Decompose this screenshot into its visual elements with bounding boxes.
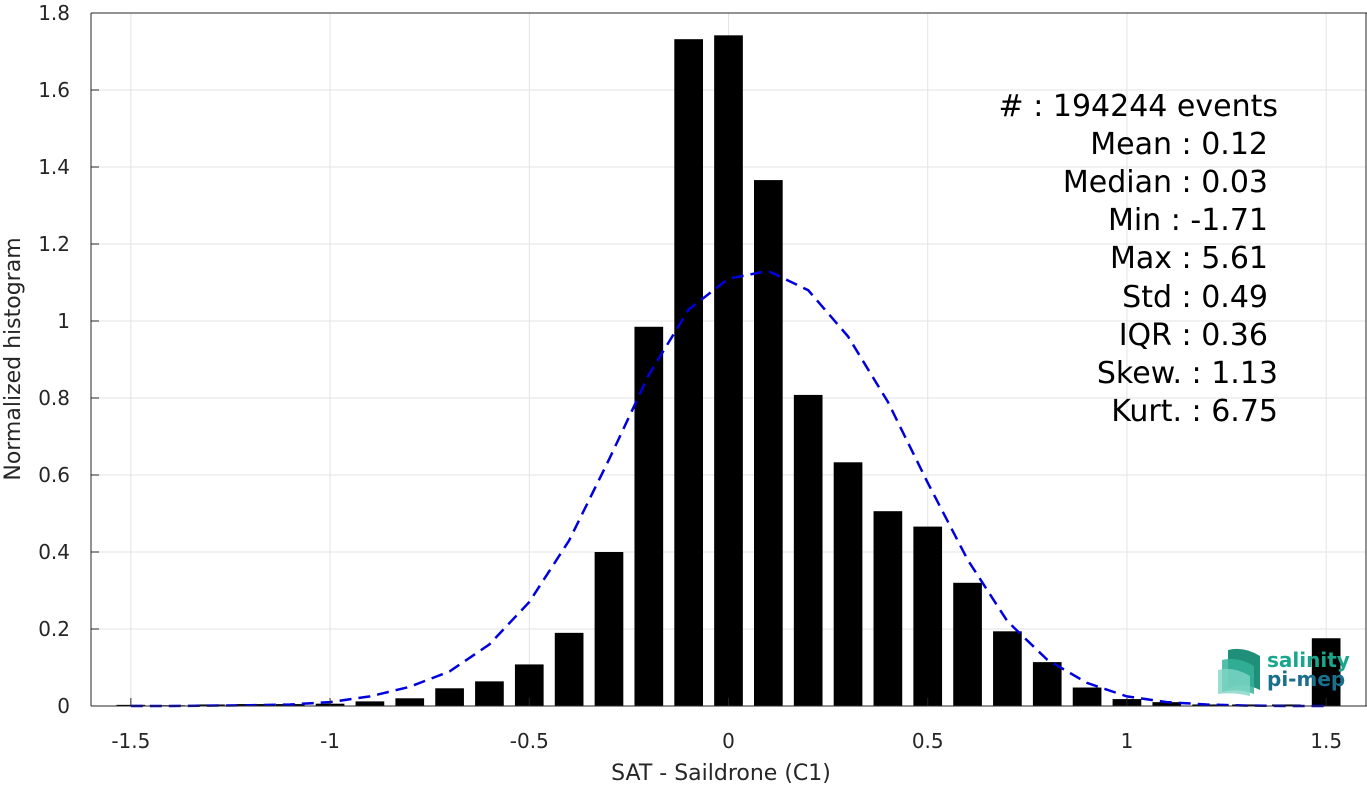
histogram-bar [1311,638,1341,706]
stat-mean: Mean : 0.12 [1090,127,1268,162]
x-tick-label: -0.5 [510,729,549,753]
x-tick-label: 1.5 [1310,729,1342,753]
y-tick-labels: 0 0.2 0.4 0.6 0.8 1 1.2 1.4 1.6 1.8 [38,1,70,718]
x-tick-labels: -1.5 -1 -0.5 0 0.5 1 1.5 [111,729,1342,753]
x-tick-label: 0 [722,729,735,753]
y-tick-label: 1.2 [38,232,70,256]
logo-text-pimep: pi-mep [1267,667,1345,691]
histogram-bar [674,39,703,707]
histogram-bar [913,526,943,706]
histogram-bar [754,180,783,707]
x-axis-label: SAT - Saildrone (C1) [611,761,831,785]
histogram-bar [594,552,624,706]
y-tick-label: 0.8 [38,386,70,410]
histogram-bar [833,462,863,706]
y-tick-label: 1.4 [38,155,70,179]
histogram-bar [554,632,584,706]
histogram-bar [714,35,743,706]
histogram-bar [873,511,903,706]
histogram-bar [355,701,385,706]
stat-max: Max : 5.61 [1110,241,1268,276]
x-tick-label: -1.5 [111,729,150,753]
stat-events: # : 194244 events [999,89,1278,124]
histogram-bar [435,688,464,706]
y-tick-label: 0 [57,694,70,718]
y-tick-label: 0.2 [38,617,70,641]
y-tick-label: 0.6 [38,463,70,487]
stat-kurt: Kurt. : 6.75 [1111,394,1278,429]
histogram-bar [395,698,425,706]
histogram-bar [475,681,504,706]
salinity-pimep-logo: salinity pi-mep [1218,648,1350,696]
y-tick-label: 1 [57,309,70,333]
y-tick-label: 1.8 [38,1,70,25]
axis-ticks [91,12,1327,707]
stat-median: Median : 0.03 [1063,165,1268,200]
histogram-bar [993,631,1022,706]
y-tick-label: 1.6 [38,78,70,102]
statistics-box: # : 194244 events Mean : 0.12 Median : 0… [999,89,1278,429]
stat-std: Std : 0.49 [1122,280,1268,315]
histogram-bar [1271,704,1301,706]
histogram-bar [634,326,664,706]
histogram-bar [1072,687,1102,706]
stat-min: Min : -1.71 [1108,203,1268,238]
logo-waves-icon [1218,648,1260,696]
y-tick-label: 0.4 [38,540,70,564]
histogram-bar [1152,702,1182,706]
histogram-bar [793,394,823,706]
x-tick-label: 0.5 [912,729,944,753]
stat-skew: Skew. : 1.13 [1097,356,1278,391]
histogram-bar [953,582,982,706]
histogram-bars [116,35,1341,707]
x-tick-label: 1 [1121,729,1134,753]
logo-text-salinity: salinity [1267,648,1350,672]
histogram-bar [1032,662,1062,706]
x-tick-label: -1 [320,729,340,753]
stat-iqr: IQR : 0.36 [1119,318,1268,353]
y-axis-label: Normalized histogram [1,237,26,480]
